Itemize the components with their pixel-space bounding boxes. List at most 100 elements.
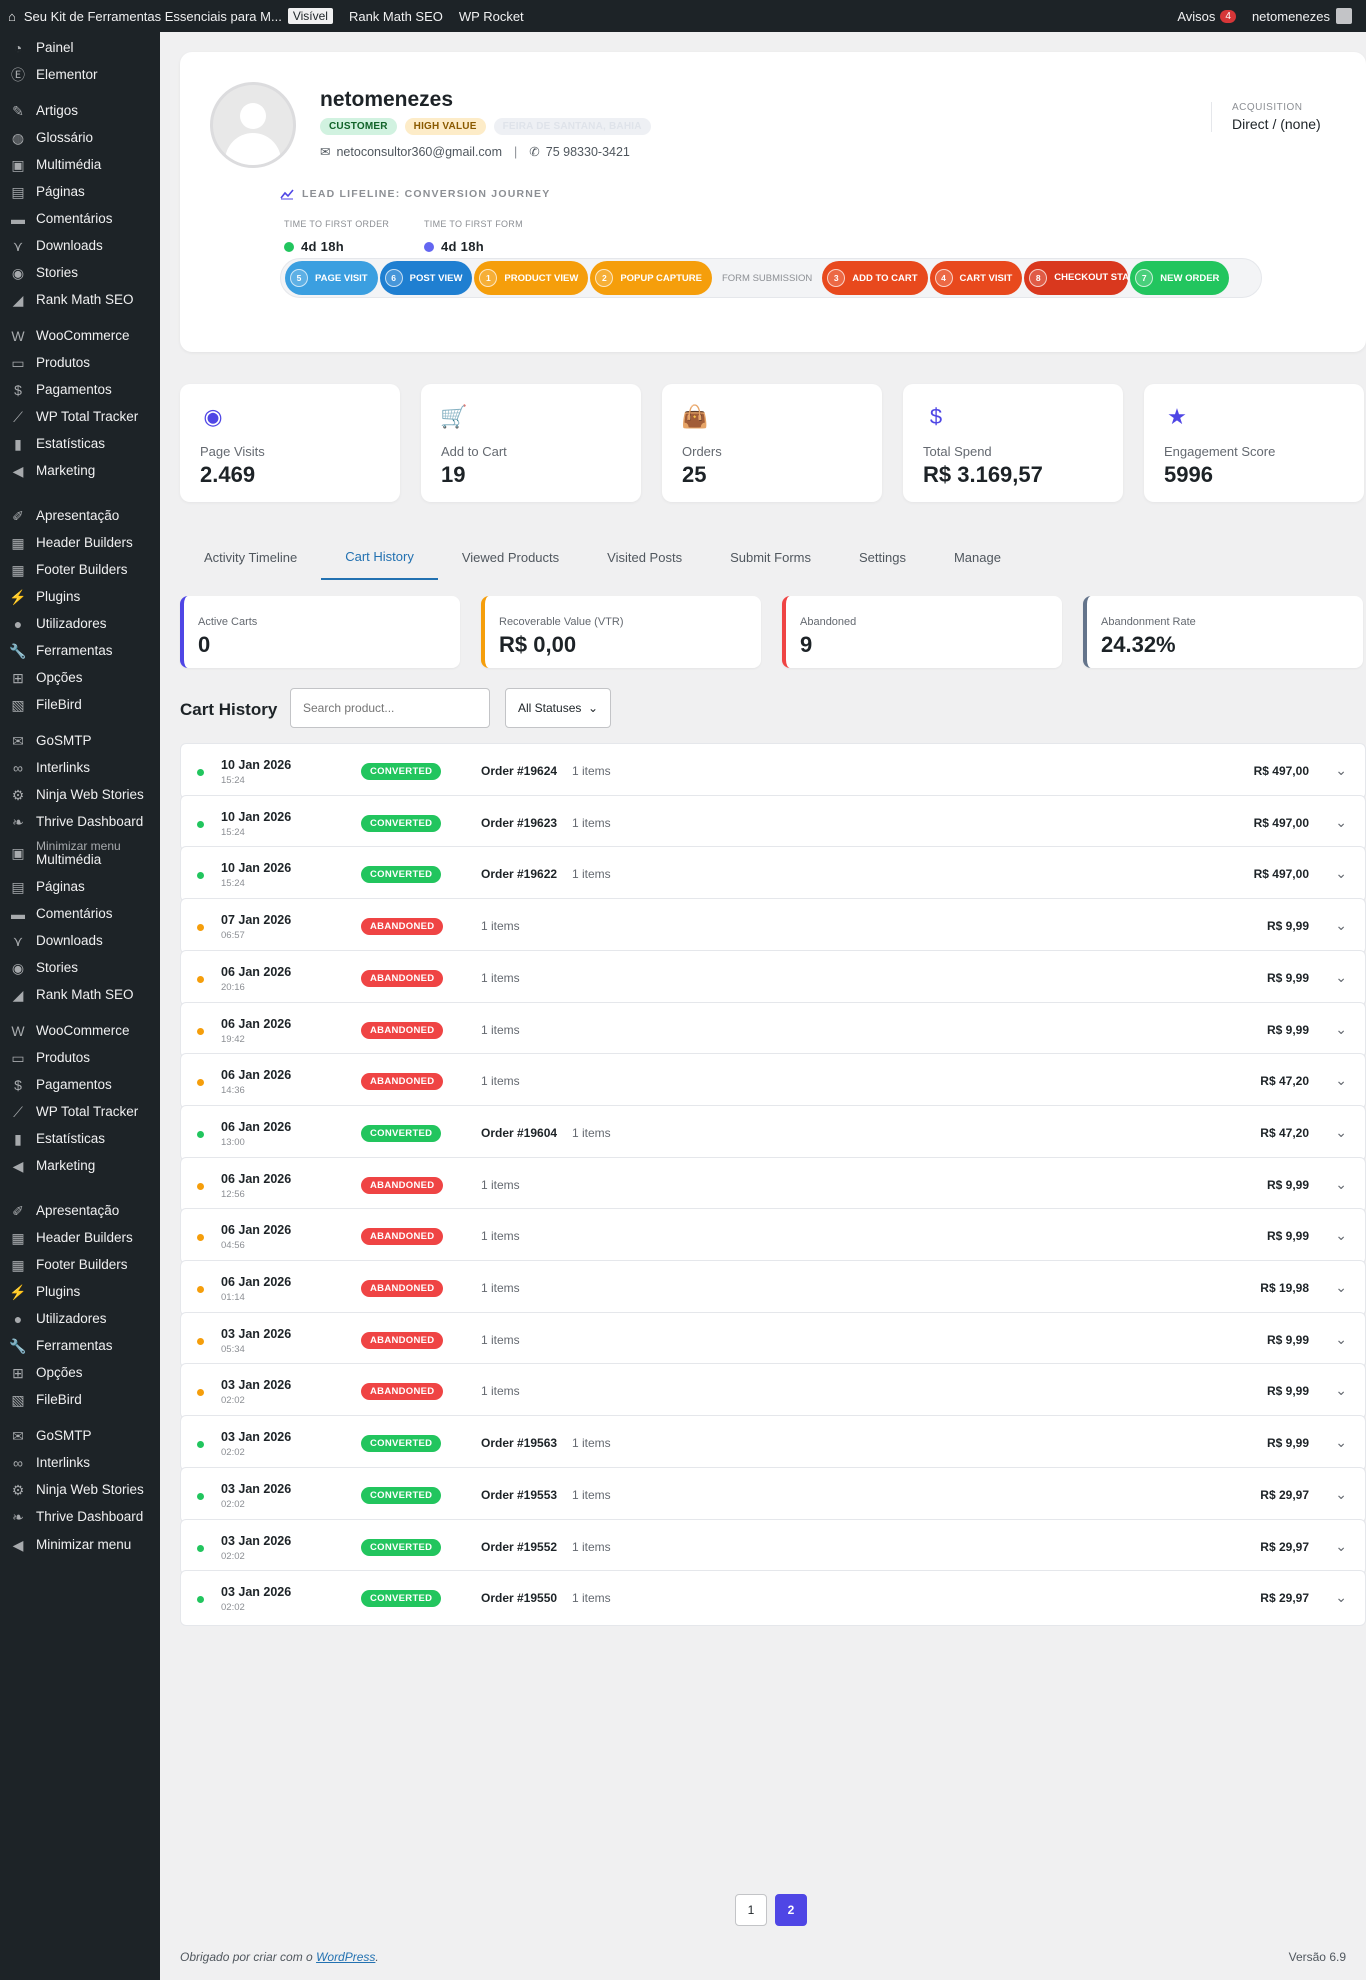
sidebar-item-filebird[interactable]: ▧ FileBird — [0, 690, 160, 720]
sidebar-item-painel[interactable]: ◔ Painel — [0, 33, 160, 63]
profile-email[interactable]: netoconsultor360@gmail.com — [336, 144, 503, 159]
table-row[interactable]: 10 Jan 2026 15:24 CONVERTED Order #19622 1 i… — [180, 846, 1366, 903]
sidebar-item-woocommerce[interactable]: W WooCommerce — [0, 321, 160, 351]
chevron-down-icon[interactable]: ⌄ — [1335, 1123, 1347, 1140]
table-row[interactable]: 06 Jan 2026 19:42 ABANDONED 1 items R$ 9,99 ⌄ — [180, 1001, 1366, 1058]
sidebar-item-minimizar-menu[interactable]: ◀ Minimizar menu — [0, 1530, 160, 1560]
chevron-down-icon[interactable]: ⌄ — [1335, 1175, 1347, 1192]
sidebar-item-downloads[interactable]: ⋎ Downloads — [0, 231, 160, 261]
sidebar-item-pagamentos[interactable]: $ Pagamentos — [0, 1070, 160, 1100]
wp-rocket-link[interactable]: WP Rocket — [458, 8, 524, 24]
search-product-input[interactable] — [290, 688, 490, 728]
sidebar-item-pagamentos[interactable]: $ Pagamentos — [0, 375, 160, 405]
table-row[interactable]: 06 Jan 2026 20:16 ABANDONED 1 items R$ 9,99 ⌄ — [180, 949, 1366, 1006]
tab-activity-timeline[interactable]: Activity Timeline — [204, 549, 298, 565]
sidebar-item-rank-math-seo[interactable]: ◢ Rank Math SEO — [0, 980, 160, 1010]
sidebar-item-plugins[interactable]: ⚡ Plugins — [0, 1277, 160, 1307]
chevron-down-icon[interactable]: ⌄ — [1335, 1485, 1347, 1502]
table-row[interactable]: 07 Jan 2026 06:57 ABANDONED 1 items R$ 9,99 ⌄ — [180, 898, 1366, 955]
row-order[interactable]: Order #19622 — [481, 867, 558, 882]
sidebar-item-produtos[interactable]: ▭ Produtos — [0, 348, 160, 378]
sidebar-item-apresenta-o[interactable]: ✐ Apresentação — [0, 501, 160, 531]
sidebar-item-estat-sticas[interactable]: ▮ Estatísticas — [0, 429, 160, 459]
table-row[interactable]: 03 Jan 2026 05:34 ABANDONED 1 items R$ 9,99 ⌄ — [180, 1311, 1366, 1368]
sidebar-item-footer-builders[interactable]: ▦ Footer Builders — [0, 1250, 160, 1280]
table-row[interactable]: 03 Jan 2026 02:02 CONVERTED Order #19552 1 i… — [180, 1518, 1366, 1575]
notices-link[interactable]: Avisos 4 — [1169, 0, 1244, 32]
sidebar-item-thrive-dashboard[interactable]: ❧ Thrive Dashboard — [0, 1502, 160, 1532]
table-row[interactable]: 03 Jan 2026 02:02 CONVERTED Order #19553 1 i… — [180, 1466, 1366, 1523]
row-order[interactable]: Order #19624 — [481, 764, 558, 778]
sidebar-item-filebird[interactable]: ▧ FileBird — [0, 1385, 160, 1415]
sidebar-item-p-ginas[interactable]: ▤ Páginas — [0, 872, 160, 902]
sidebar-item-minimizar-menu[interactable]: ▣ Minimizar menu Multimédia — [0, 838, 160, 868]
tab-settings[interactable]: Settings — [858, 549, 906, 565]
table-row[interactable]: 06 Jan 2026 01:14 ABANDONED 1 items R$ 19,98… — [180, 1260, 1366, 1316]
tab-cart-history[interactable]: Cart History — [321, 534, 438, 580]
chevron-down-icon[interactable]: ⌄ — [1335, 1227, 1347, 1244]
sidebar-item-utilizadores[interactable]: ● Utilizadores — [0, 1304, 160, 1334]
tab-viewed-products[interactable]: Viewed Products — [461, 549, 560, 565]
visibility-badge[interactable]: Visível — [287, 8, 333, 24]
sidebar-item-footer-builders[interactable]: ▦ Footer Builders — [0, 555, 160, 585]
row-order[interactable]: Order #19552 — [481, 1539, 558, 1554]
table-row[interactable]: 10 Jan 2026 15:24 CONVERTED Order #19624 1 i… — [180, 743, 1366, 799]
chevron-down-icon[interactable]: ⌄ — [1335, 1020, 1347, 1037]
chevron-down-icon[interactable]: ⌄ — [1335, 968, 1347, 985]
sidebar-item-ninja-web-stories[interactable]: ⚙ Ninja Web Stories — [0, 780, 160, 810]
table-row[interactable]: 06 Jan 2026 13:00 CONVERTED Order #19604 1 i… — [180, 1104, 1366, 1161]
sidebar-item-elementor[interactable]: Ⓔ Elementor — [0, 60, 160, 90]
sidebar-item-multim-dia[interactable]: ▣ Multimédia — [0, 150, 160, 180]
tab-manage[interactable]: Manage — [953, 549, 1001, 565]
chevron-down-icon[interactable]: ⌄ — [1335, 1434, 1347, 1451]
sidebar-item-rank-math-seo[interactable]: ◢ Rank Math SEO — [0, 285, 160, 315]
sidebar-item-gloss-rio[interactable]: ◍ Glossário — [0, 123, 160, 153]
sidebar-item-coment-rios[interactable]: ▬ Comentários — [0, 899, 160, 929]
tab-visited-posts[interactable]: Visited Posts — [607, 549, 683, 565]
sidebar-item-stories[interactable]: ◉ Stories — [0, 258, 160, 288]
sidebar-item-interlinks[interactable]: ∞ Interlinks — [0, 753, 160, 783]
sidebar-item-ferramentas[interactable]: 🔧 Ferramentas — [0, 1331, 160, 1361]
sidebar-item-wp-total-tracker[interactable]: ⟋ WP Total Tracker — [0, 402, 160, 432]
table-row[interactable]: 10 Jan 2026 15:24 CONVERTED Order #19623 1 i… — [180, 794, 1366, 851]
site-home-link[interactable]: ⌂ Seu Kit de Ferramentas Essenciais para… — [0, 0, 341, 32]
sidebar-item-marketing[interactable]: ◀ Marketing — [0, 456, 160, 486]
chevron-down-icon[interactable]: ⌄ — [1335, 1279, 1347, 1295]
chevron-down-icon[interactable]: ⌄ — [1335, 865, 1347, 882]
sidebar-item-apresenta-o[interactable]: ✐ Apresentação — [0, 1196, 160, 1226]
sidebar-item-artigos[interactable]: ✎ Artigos — [0, 96, 160, 126]
sidebar-item-header-builders[interactable]: ▦ Header Builders — [0, 1223, 160, 1253]
table-row[interactable]: 06 Jan 2026 12:56 ABANDONED 1 items R$ 9,99 ⌄ — [180, 1156, 1366, 1213]
chevron-down-icon[interactable]: ⌄ — [1335, 1537, 1347, 1554]
chevron-down-icon[interactable]: ⌄ — [1335, 762, 1347, 778]
rank-math-link[interactable]: Rank Math SEO — [348, 8, 443, 24]
sidebar-item-header-builders[interactable]: ▦ Header Builders — [0, 528, 160, 558]
table-row[interactable]: 06 Jan 2026 04:56 ABANDONED 1 items R$ 9,99 ⌄ — [180, 1208, 1366, 1265]
sidebar-item-woocommerce[interactable]: W WooCommerce — [0, 1016, 160, 1046]
row-order[interactable]: Order #19550 — [481, 1591, 558, 1606]
sidebar-item-ninja-web-stories[interactable]: ⚙ Ninja Web Stories — [0, 1475, 160, 1505]
wordpress-link[interactable]: WordPress — [316, 1950, 376, 1964]
sidebar-item-ferramentas[interactable]: 🔧 Ferramentas — [0, 636, 160, 666]
sidebar-item-estat-sticas[interactable]: ▮ Estatísticas — [0, 1124, 160, 1154]
sidebar-item-interlinks[interactable]: ∞ Interlinks — [0, 1448, 160, 1478]
page-button-2[interactable]: 2 — [775, 1894, 807, 1926]
row-order[interactable]: Order #19563 — [481, 1436, 558, 1451]
sidebar-item-produtos[interactable]: ▭ Produtos — [0, 1043, 160, 1073]
chevron-down-icon[interactable]: ⌄ — [1335, 1072, 1347, 1089]
sidebar-item-op-es[interactable]: ⊞ Opções — [0, 1358, 160, 1388]
page-button-1[interactable]: 1 — [735, 1894, 767, 1926]
row-order[interactable]: Order #19604 — [481, 1125, 558, 1140]
status-filter-select[interactable]: All Statuses ⌄ — [505, 688, 611, 728]
sidebar-item-coment-rios[interactable]: ▬ Comentários — [0, 204, 160, 234]
chevron-down-icon[interactable]: ⌄ — [1335, 813, 1347, 830]
sidebar-item-gosmtp[interactable]: ✉ GoSMTP — [0, 1421, 160, 1451]
sidebar-item-gosmtp[interactable]: ✉ GoSMTP — [0, 726, 160, 756]
chevron-down-icon[interactable]: ⌄ — [1335, 1589, 1347, 1606]
profile-phone[interactable]: 75 98330-3421 — [545, 144, 630, 159]
row-order[interactable]: Order #19623 — [481, 815, 558, 830]
table-row[interactable]: 03 Jan 2026 02:02 CONVERTED Order #19550 1 i… — [180, 1570, 1366, 1627]
sidebar-item-stories[interactable]: ◉ Stories — [0, 953, 160, 983]
sidebar-item-marketing[interactable]: ◀ Marketing — [0, 1151, 160, 1181]
chevron-down-icon[interactable]: ⌄ — [1335, 1330, 1347, 1347]
